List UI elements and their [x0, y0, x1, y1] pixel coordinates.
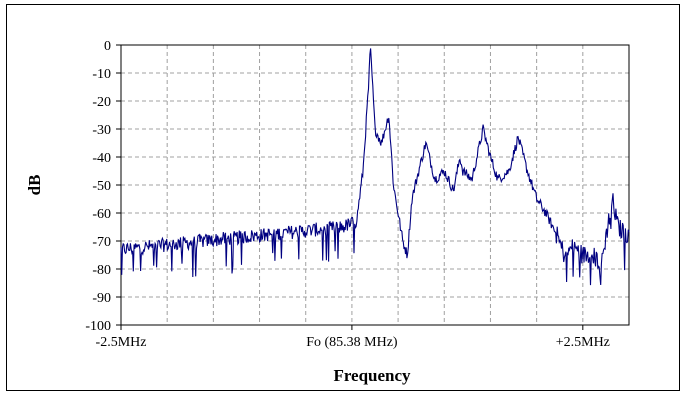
- y-tick-label: -100: [85, 319, 111, 334]
- x-axis-title: Frequency: [333, 366, 411, 385]
- y-tick-label: -40: [92, 151, 111, 166]
- grid-lines: [121, 45, 629, 325]
- y-tick-label: -30: [92, 123, 111, 138]
- y-tick-label: 0: [104, 39, 111, 54]
- spectrum-chart: 0 -10 -20 -30 -40 -50 -60 -70 -80 -90 -100 -2.5MHz…: [25, 39, 630, 385]
- y-tick-label: -10: [92, 67, 111, 82]
- x-axis-ticks: -2.5MHz Fo (85.38 MHz) +2.5MHz: [96, 325, 610, 350]
- x-tick-label: Fo (85.38 MHz): [306, 335, 398, 350]
- y-tick-label: -20: [92, 95, 111, 110]
- y-axis-title: dB: [25, 175, 44, 196]
- y-tick-label: -50: [92, 179, 111, 194]
- series-layer: [120, 48, 630, 286]
- y-axis-ticks: 0 -10 -20 -30 -40 -50 -60 -70 -80 -90 -100: [85, 39, 121, 334]
- x-tick-label: -2.5MHz: [96, 335, 147, 350]
- y-tick-label: -70: [92, 235, 111, 250]
- y-tick-label: -60: [92, 207, 111, 222]
- chart-frame: 0 -10 -20 -30 -40 -50 -60 -70 -80 -90 -100 -2.5MHz…: [6, 4, 680, 391]
- spectrum-series-line: [120, 48, 630, 286]
- x-tick-label: +2.5MHz: [556, 335, 610, 350]
- y-tick-label: -80: [92, 263, 111, 278]
- y-tick-label: -90: [92, 291, 111, 306]
